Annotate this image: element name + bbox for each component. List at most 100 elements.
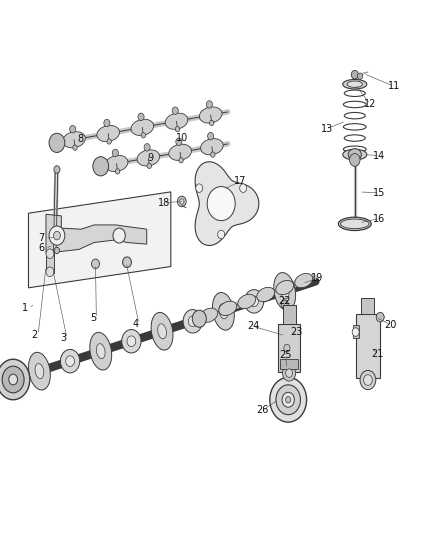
Ellipse shape [97, 125, 120, 142]
Ellipse shape [347, 81, 363, 87]
Ellipse shape [219, 301, 237, 316]
Ellipse shape [105, 155, 128, 172]
Text: 1: 1 [22, 303, 28, 313]
Bar [46, 253, 54, 273]
Circle shape [206, 101, 212, 108]
Ellipse shape [348, 149, 361, 160]
Ellipse shape [257, 287, 275, 302]
Circle shape [54, 247, 60, 254]
Ellipse shape [276, 280, 293, 295]
Ellipse shape [63, 132, 85, 148]
Circle shape [211, 152, 215, 157]
Ellipse shape [169, 144, 191, 160]
Ellipse shape [96, 344, 105, 359]
Circle shape [208, 132, 214, 140]
Text: 12: 12 [364, 99, 376, 109]
Text: 17: 17 [234, 176, 247, 186]
Circle shape [147, 163, 152, 168]
Circle shape [284, 344, 290, 352]
Ellipse shape [219, 304, 228, 319]
Circle shape [192, 310, 206, 327]
Circle shape [207, 187, 235, 221]
Circle shape [175, 126, 180, 132]
Ellipse shape [212, 293, 234, 330]
Text: 26: 26 [257, 406, 269, 415]
Circle shape [209, 120, 214, 126]
Circle shape [244, 289, 264, 313]
Ellipse shape [123, 260, 131, 265]
Circle shape [92, 259, 99, 269]
Circle shape [9, 374, 18, 385]
Text: 22: 22 [278, 296, 291, 306]
Circle shape [104, 119, 110, 127]
Circle shape [112, 149, 118, 157]
Ellipse shape [338, 217, 371, 231]
Text: 19: 19 [311, 273, 323, 283]
Ellipse shape [281, 302, 288, 306]
Ellipse shape [295, 273, 313, 288]
Circle shape [179, 158, 183, 163]
Text: 20: 20 [385, 320, 397, 330]
Ellipse shape [343, 149, 367, 160]
Bar [356, 314, 380, 378]
Circle shape [73, 145, 77, 150]
Circle shape [350, 154, 360, 166]
Circle shape [46, 249, 54, 259]
Text: 6: 6 [39, 244, 45, 253]
Text: 25: 25 [279, 350, 292, 360]
Circle shape [138, 113, 144, 120]
Circle shape [360, 370, 376, 390]
Circle shape [66, 356, 74, 367]
Circle shape [53, 231, 60, 240]
Circle shape [188, 316, 197, 327]
Circle shape [357, 73, 363, 79]
Circle shape [183, 310, 202, 333]
Circle shape [176, 138, 182, 146]
Ellipse shape [343, 79, 367, 89]
Circle shape [286, 397, 291, 403]
Ellipse shape [131, 119, 154, 135]
Text: 9: 9 [147, 154, 153, 163]
Polygon shape [195, 161, 259, 246]
Circle shape [281, 300, 288, 309]
Circle shape [240, 184, 247, 192]
Bar [280, 359, 298, 369]
Ellipse shape [280, 284, 289, 299]
Text: 13: 13 [321, 124, 333, 134]
Text: 16: 16 [373, 214, 385, 223]
Circle shape [49, 226, 65, 245]
Circle shape [352, 328, 359, 336]
Ellipse shape [376, 314, 384, 320]
Ellipse shape [137, 150, 160, 166]
Circle shape [276, 385, 300, 415]
Circle shape [123, 257, 131, 268]
Ellipse shape [92, 261, 99, 266]
Circle shape [364, 375, 372, 385]
Ellipse shape [199, 107, 222, 123]
Circle shape [196, 184, 203, 192]
Circle shape [70, 125, 76, 133]
Circle shape [172, 107, 178, 115]
Circle shape [376, 312, 384, 322]
Circle shape [46, 267, 54, 277]
Ellipse shape [165, 113, 188, 130]
Circle shape [54, 166, 60, 173]
Text: 10: 10 [176, 133, 188, 142]
Circle shape [113, 228, 125, 243]
Circle shape [127, 336, 136, 346]
Circle shape [141, 133, 145, 138]
Ellipse shape [151, 312, 173, 350]
Circle shape [93, 157, 109, 176]
Text: 15: 15 [373, 188, 385, 198]
Circle shape [107, 139, 111, 144]
Circle shape [144, 143, 150, 151]
Bar [353, 325, 359, 338]
Text: 3: 3 [60, 334, 67, 343]
Circle shape [282, 392, 294, 407]
Ellipse shape [158, 324, 166, 339]
Text: 24: 24 [247, 321, 259, 331]
Ellipse shape [238, 294, 256, 309]
Ellipse shape [90, 333, 112, 370]
Circle shape [122, 329, 141, 353]
Circle shape [283, 365, 296, 381]
